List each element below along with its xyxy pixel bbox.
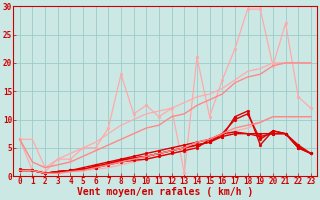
X-axis label: Vent moyen/en rafales ( km/h ): Vent moyen/en rafales ( km/h )	[77, 187, 253, 197]
